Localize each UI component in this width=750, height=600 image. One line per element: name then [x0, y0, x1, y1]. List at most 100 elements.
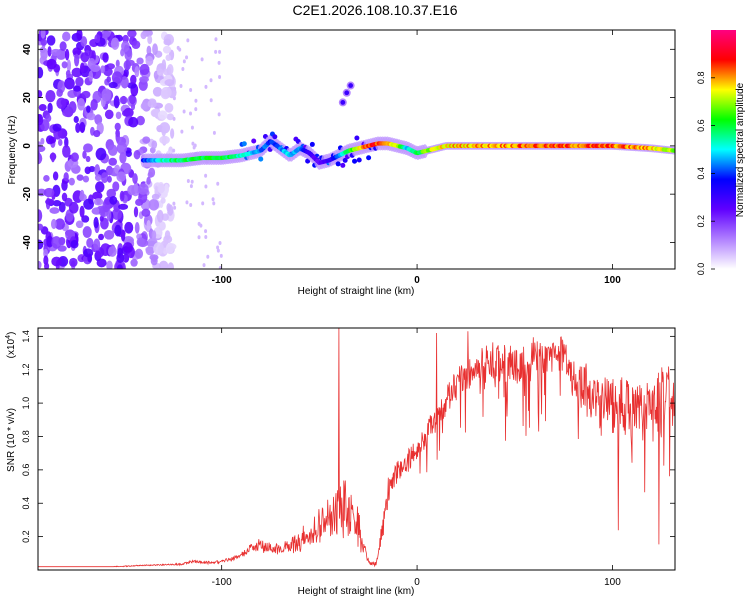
snr-y-tick-label: 0.8 [21, 430, 31, 443]
heatmap-noise-cell [116, 253, 125, 264]
snr-x-tick-label: 0 [414, 577, 420, 588]
heatmap-noise-cell [56, 97, 67, 109]
heatmap-y-tick-label: -20 [22, 186, 33, 201]
snr-x-tick-label: -100 [212, 577, 232, 588]
heatmap-noise-cell [50, 48, 62, 57]
heatmap-noise-cell [62, 108, 74, 118]
heatmap-ridge-scatter [356, 157, 362, 163]
heatmap-noise-cell [140, 102, 148, 110]
heatmap-noise-cell [38, 260, 42, 269]
heatmap-noise-cell [39, 46, 46, 54]
heatmap-noise-cell [70, 240, 79, 249]
heatmap-noise-cell [153, 242, 164, 256]
heatmap-noise-cell [164, 79, 175, 87]
heatmap-noise-cell [167, 262, 174, 269]
heatmap-noise-cell [119, 96, 128, 105]
heatmap-noise-cell [164, 230, 171, 241]
heatmap-frame [37, 29, 676, 270]
heatmap-noise-cell [133, 149, 141, 160]
heatmap-noise-cell [79, 121, 86, 134]
heatmap-noise-cell [52, 200, 62, 207]
heatmap-x-tick-label: 100 [604, 275, 621, 286]
heatmap-noise-cell [100, 65, 106, 74]
heatmap-noise-cell [182, 109, 186, 114]
heatmap-noise-cell [72, 47, 82, 56]
heatmap-noise-cell [108, 81, 118, 89]
heatmap-noise-cell [212, 130, 216, 135]
heatmap-noise-cell [46, 235, 54, 248]
heatmap-noise-cell [132, 173, 138, 185]
heatmap-noise-cell [95, 147, 107, 161]
heatmap-noise-cell [165, 243, 175, 255]
heatmap-noise-cell [96, 258, 107, 268]
heatmap-noise-cell [76, 174, 84, 181]
heatmap-noise-cell [197, 235, 201, 240]
heatmap-noise-cell [119, 151, 127, 164]
colorbar-tick-label: 0.4 [696, 167, 706, 180]
heatmap-noise-cell [63, 172, 69, 182]
snr-y-tick-label: 0.6 [21, 464, 31, 477]
heatmap-noise-cell [76, 30, 83, 41]
heatmap-noise-cell [99, 30, 111, 39]
heatmap-noise-cell [75, 220, 84, 229]
heatmap-noise-cell [209, 78, 213, 83]
heatmap-noise-cell [80, 52, 90, 63]
snr-y-scale-exponent: 4 [5, 335, 12, 339]
heatmap-noise-cell [93, 216, 99, 229]
heatmap-noise-cell [204, 234, 208, 239]
heatmap-noise-cell [108, 157, 118, 166]
heatmap-x-label: Height of straight line (km) [298, 286, 415, 297]
heatmap-noise-cell [66, 59, 72, 72]
heatmap-noise-cell [216, 245, 220, 250]
heatmap-y-tick-label: -40 [22, 235, 33, 250]
heatmap-noise-cell [147, 171, 153, 178]
heatmap-noise-cell [190, 125, 194, 130]
snr-y-scale: (x104) [5, 332, 17, 359]
heatmap-noise-cell [61, 192, 68, 202]
snr-y-tick-label: 0.2 [21, 530, 31, 543]
heatmap-noise-cell [148, 198, 160, 211]
heatmap-noise-cell [201, 201, 205, 206]
heatmap-noise-cell [73, 115, 79, 124]
heatmap-noise-cell [95, 181, 105, 193]
heatmap-noise-cell [38, 90, 43, 99]
heatmap-noise-cell [73, 85, 82, 92]
heatmap-noise-cell [140, 31, 147, 40]
heatmap-noise-cell [82, 226, 92, 238]
heatmap-noise-cell [127, 30, 137, 38]
heatmap-noise-cell [112, 181, 120, 192]
heatmap-noise-cell [79, 62, 85, 74]
heatmap-noise-cell [117, 264, 123, 269]
heatmap-noise-cell [156, 68, 164, 76]
heatmap-noise-cell [50, 218, 57, 230]
heatmap-noise-cell [152, 86, 163, 97]
heatmap-noise-cell [147, 35, 153, 45]
heatmap-noise-cell [145, 246, 155, 256]
heatmap-noise-cell [133, 206, 139, 218]
heatmap-noise-cell [87, 253, 93, 263]
heatmap-noise-cell [106, 76, 112, 83]
heatmap-noise-cell [159, 260, 169, 269]
heatmap-ridge-cell [672, 148, 675, 153]
heatmap-noise-cell [47, 102, 53, 114]
heatmap-noise-cell [216, 248, 220, 253]
heatmap-noise-cell [119, 190, 125, 202]
heatmap-noise-cell [61, 61, 68, 69]
heatmap-noise-cell [74, 53, 80, 67]
heatmap-noise-cell [211, 197, 215, 202]
snr-y-tick-label: 1.4 [21, 330, 31, 343]
heatmap-noise-cell [123, 60, 131, 71]
heatmap-noise-cell [176, 45, 180, 50]
heatmap-noise-cell [130, 103, 136, 111]
heatmap-noise-cell [82, 175, 90, 183]
snr-series-line [38, 328, 675, 568]
heatmap-noise-cell [40, 30, 46, 39]
svg-text:(x104): (x104) [5, 332, 17, 359]
heatmap-noise-cell [170, 128, 175, 139]
snr-frame [37, 327, 676, 571]
heatmap-noise-cell [80, 36, 88, 47]
heatmap-y-tick-label: 0 [22, 143, 33, 149]
snr-y-label: SNR (10 * v/v) [6, 408, 17, 472]
heatmap-noise-cell [83, 143, 93, 153]
